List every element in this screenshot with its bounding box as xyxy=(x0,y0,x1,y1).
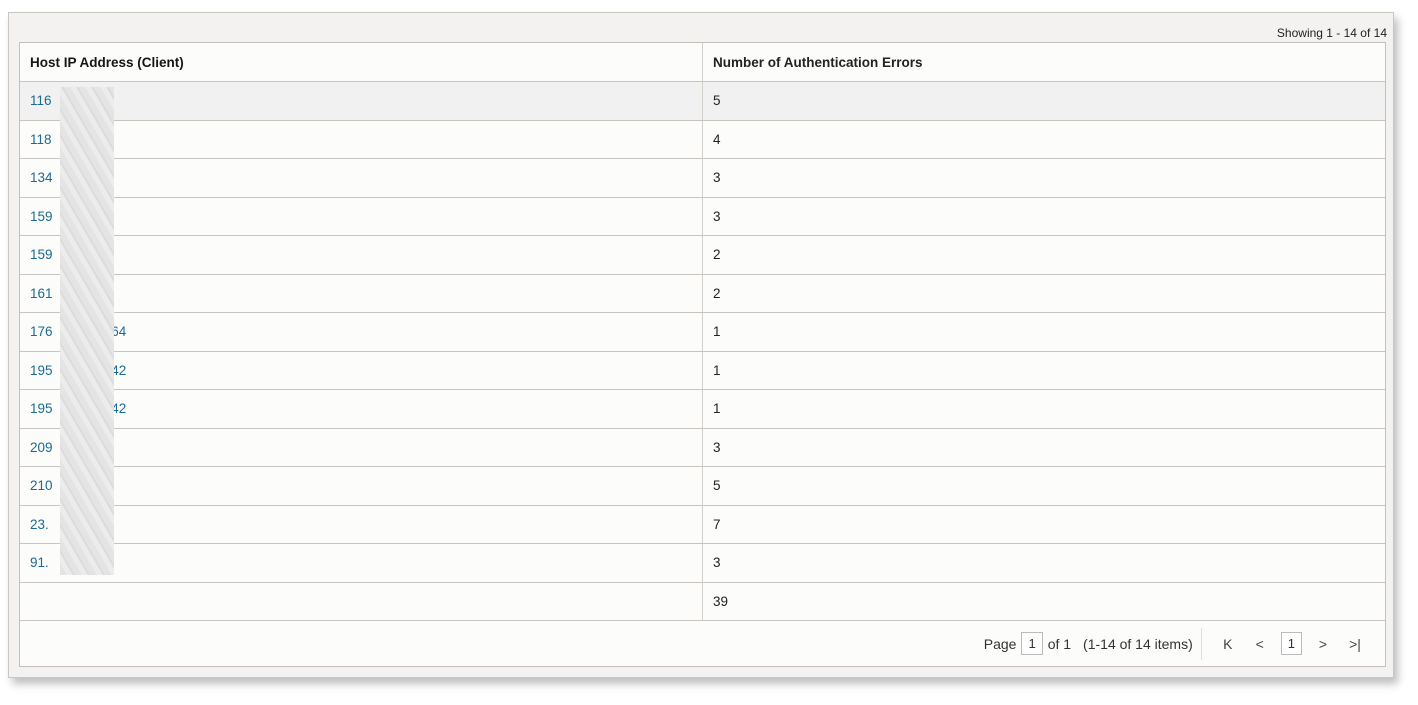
column-header-error-count[interactable]: Number of Authentication Errors xyxy=(713,54,923,70)
ip-start: 176 xyxy=(30,324,53,340)
column-header-host-ip[interactable]: Host IP Address (Client) xyxy=(20,43,703,81)
table-row: 20937 3 xyxy=(20,428,1385,467)
table-row: 1954.242 1 xyxy=(20,390,1385,429)
total-row: 39 xyxy=(20,582,1385,621)
redaction-overlay xyxy=(60,87,114,575)
ip-start: 159 xyxy=(30,247,53,263)
error-count: 1 xyxy=(713,362,721,378)
table-row: 91.170 3 xyxy=(20,544,1385,583)
error-count: 3 xyxy=(713,439,721,455)
ip-start: 116 xyxy=(30,93,52,109)
error-count: 3 xyxy=(713,555,721,571)
table-row: 13449 3 xyxy=(20,159,1385,198)
error-count: 7 xyxy=(713,516,721,532)
error-count: 3 xyxy=(713,170,721,186)
ip-start: 159 xyxy=(30,208,53,224)
showing-count: Showing 1 - 14 of 14 xyxy=(1276,26,1387,40)
next-page-icon[interactable]: > xyxy=(1318,635,1328,652)
ip-start: 161 xyxy=(30,285,53,301)
page-of-label: of 1 xyxy=(1047,635,1072,652)
table-row: 1763.164 1 xyxy=(20,313,1385,352)
last-page-icon[interactable]: >| xyxy=(1349,635,1361,652)
report-panel: Showing 1 - 14 of 14 Host IP Address (Cl… xyxy=(8,12,1394,678)
page-input[interactable]: 1 xyxy=(1021,632,1043,655)
ip-start: 91. xyxy=(30,555,49,571)
pagination: Page 1 of 1 (1-14 of 14 items) K < 1 > >… xyxy=(20,621,1385,666)
ip-start: 134 xyxy=(30,170,53,186)
ip-start: 210 xyxy=(30,478,53,494)
ip-start: 23. xyxy=(30,516,49,532)
total-value: 39 xyxy=(713,593,729,609)
ip-start: 118 xyxy=(30,131,52,147)
error-count: 3 xyxy=(713,208,721,224)
table-row: 2106 5 xyxy=(20,467,1385,506)
ip-start: 195 xyxy=(30,362,53,378)
ip-start: 209 xyxy=(30,439,53,455)
error-count: 1 xyxy=(713,324,721,340)
ip-start: 195 xyxy=(30,401,53,417)
table-row: 23.156 7 xyxy=(20,505,1385,544)
table-header: Host IP Address (Client) Number of Authe… xyxy=(20,43,1385,82)
error-count: 4 xyxy=(713,131,721,147)
error-count: 2 xyxy=(713,247,721,263)
error-count: 5 xyxy=(713,93,721,109)
prev-page-icon[interactable]: < xyxy=(1255,635,1264,652)
table-row: 11833 4 xyxy=(20,120,1385,159)
table-row: 116195 5 xyxy=(20,82,1385,121)
first-page-icon[interactable]: K xyxy=(1223,635,1233,652)
auth-errors-table: Host IP Address (Client) Number of Authe… xyxy=(19,42,1386,667)
page-label: Page xyxy=(983,635,1017,652)
table-row: 15983 3 xyxy=(20,197,1385,236)
items-range: (1-14 of 14 items) xyxy=(1083,635,1193,652)
error-count: 5 xyxy=(713,478,721,494)
divider xyxy=(1200,627,1202,660)
error-count: 2 xyxy=(713,285,721,301)
table-row: 16103 2 xyxy=(20,274,1385,313)
table-row: 15916 2 xyxy=(20,236,1385,275)
current-page-button[interactable]: 1 xyxy=(1280,632,1302,655)
table-row: 1954.142 1 xyxy=(20,351,1385,390)
error-count: 1 xyxy=(713,401,721,417)
